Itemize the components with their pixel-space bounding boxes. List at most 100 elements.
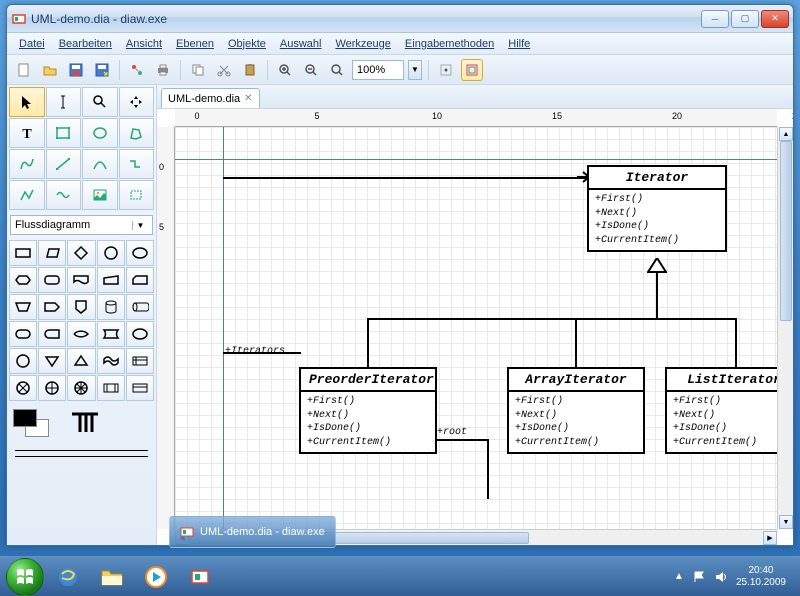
save-button[interactable] (65, 59, 87, 81)
box-tool[interactable] (46, 118, 82, 148)
shape-stadium[interactable] (9, 321, 37, 347)
ie-icon[interactable] (48, 561, 88, 593)
menu-hilfe[interactable]: Hilfe (502, 36, 536, 52)
shape-document[interactable] (67, 267, 95, 293)
flag-icon[interactable] (692, 570, 706, 584)
snap-grid-button[interactable] (435, 59, 457, 81)
ellipse-tool[interactable] (82, 118, 118, 148)
scroll-thumb[interactable] (780, 141, 792, 321)
cut-button[interactable] (213, 59, 235, 81)
shape-internal[interactable] (126, 348, 154, 374)
taskbar-preview[interactable]: UML-demo.dia - diaw.exe (169, 516, 336, 548)
snap-object-button[interactable] (461, 59, 483, 81)
uml-class-iterator[interactable]: Iterator +First() +Next() +IsDone() +Cur… (587, 165, 727, 252)
paste-button[interactable] (239, 59, 261, 81)
start-button[interactable] (6, 558, 44, 596)
minimize-button[interactable]: ─ (701, 10, 729, 28)
scroll-right-icon[interactable]: ▶ (763, 531, 777, 545)
tab-close-icon[interactable]: ✕ (244, 93, 252, 104)
titlebar[interactable]: UML-demo.dia - diaw.exe ─ ▢ ✕ (7, 5, 793, 33)
maximize-button[interactable]: ▢ (731, 10, 759, 28)
pointer-tool[interactable] (9, 87, 45, 117)
shape-predefined[interactable] (97, 375, 125, 401)
shape-parallelogram[interactable] (38, 240, 66, 266)
line-tool[interactable] (46, 149, 82, 179)
text-cursor-tool[interactable] (46, 87, 82, 117)
new-button[interactable] (13, 59, 35, 81)
open-button[interactable] (39, 59, 61, 81)
shape-concave[interactable] (97, 321, 125, 347)
shape-ellipse[interactable] (126, 240, 154, 266)
zoom-tool[interactable] (82, 87, 118, 117)
zoom-out-button[interactable] (300, 59, 322, 81)
shape-cylinder[interactable] (97, 294, 125, 320)
shape-lens[interactable] (67, 321, 95, 347)
volume-icon[interactable] (714, 570, 728, 584)
shape-circle[interactable] (97, 240, 125, 266)
shape-pentagon-down[interactable] (67, 294, 95, 320)
shape-trapezoid-down[interactable] (9, 294, 37, 320)
menu-ebenen[interactable]: Ebenen (170, 36, 220, 52)
uml-class-array[interactable]: ArrayIterator +First() +Next() +IsDone()… (507, 367, 645, 454)
scroll-tool[interactable] (119, 87, 155, 117)
zoom-fit-button[interactable] (326, 59, 348, 81)
shape-tri-down[interactable] (38, 348, 66, 374)
bezier-tool[interactable] (9, 149, 45, 179)
menu-objekte[interactable]: Objekte (222, 36, 272, 52)
menu-datei[interactable]: Datei (13, 36, 51, 52)
shape-tri-up[interactable] (67, 348, 95, 374)
outline-tool[interactable] (119, 180, 155, 210)
uml-class-list[interactable]: ListIterator +First() +Next() +IsDone() … (665, 367, 777, 454)
shape-star-circle[interactable] (67, 375, 95, 401)
scroll-up-icon[interactable]: ▲ (779, 127, 793, 141)
dia-taskbar-icon[interactable] (180, 561, 220, 593)
shape-rect[interactable] (9, 240, 37, 266)
shape-hexagon[interactable] (9, 267, 37, 293)
shape-circle2[interactable] (9, 348, 37, 374)
shape-manual[interactable] (97, 267, 125, 293)
polygon-tool[interactable] (119, 118, 155, 148)
vertical-scrollbar[interactable]: ▲ ▼ (777, 127, 793, 529)
image-tool[interactable] (82, 180, 118, 210)
arc-tool[interactable] (82, 149, 118, 179)
shape-stripe[interactable] (126, 375, 154, 401)
polyline-tool[interactable] (9, 180, 45, 210)
color-swatch[interactable] (11, 407, 61, 437)
print-button[interactable] (152, 59, 174, 81)
document-tab[interactable]: UML-demo.dia ✕ (161, 88, 260, 108)
menu-eingabemethoden[interactable]: Eingabemethoden (399, 36, 500, 52)
line-width-picker[interactable] (7, 441, 156, 466)
shape-roundrect[interactable] (38, 267, 66, 293)
shape-diamond[interactable] (67, 240, 95, 266)
shape-plus-circle[interactable] (38, 375, 66, 401)
canvas[interactable]: Iterator +First() +Next() +IsDone() +Cur… (175, 127, 777, 529)
clock[interactable]: 20:40 25.10.2009 (736, 565, 786, 589)
copy-button[interactable] (187, 59, 209, 81)
shape-oval2[interactable] (126, 321, 154, 347)
media-player-icon[interactable] (136, 561, 176, 593)
shape-rounded[interactable] (38, 321, 66, 347)
shape-tape[interactable] (97, 348, 125, 374)
shape-cross-circle[interactable] (9, 375, 37, 401)
zoom-value[interactable]: 100% (352, 60, 404, 80)
zoom-in-button[interactable] (274, 59, 296, 81)
menu-ansicht[interactable]: Ansicht (120, 36, 168, 52)
zigzag-tool[interactable] (119, 149, 155, 179)
menu-auswahl[interactable]: Auswahl (274, 36, 328, 52)
shape-pentagon-right[interactable] (38, 294, 66, 320)
uml-class-preorder[interactable]: PreorderIterator +First() +Next() +IsDon… (299, 367, 437, 454)
tray-arrow-icon[interactable]: ▲ (674, 571, 684, 582)
menu-werkzeuge[interactable]: Werkzeuge (329, 36, 396, 52)
shape-sheet-select[interactable]: Flussdiagramm ▼ (10, 215, 153, 235)
bezierline-tool[interactable] (46, 180, 82, 210)
text-tool[interactable]: T (9, 118, 45, 148)
line-style-picker[interactable] (67, 407, 103, 437)
menu-bearbeiten[interactable]: Bearbeiten (53, 36, 118, 52)
save-as-button[interactable] (91, 59, 113, 81)
scroll-down-icon[interactable]: ▼ (779, 515, 793, 529)
export-button[interactable] (126, 59, 148, 81)
shape-card[interactable] (126, 267, 154, 293)
explorer-icon[interactable] (92, 561, 132, 593)
shape-drum[interactable] (126, 294, 154, 320)
close-button[interactable]: ✕ (761, 10, 789, 28)
